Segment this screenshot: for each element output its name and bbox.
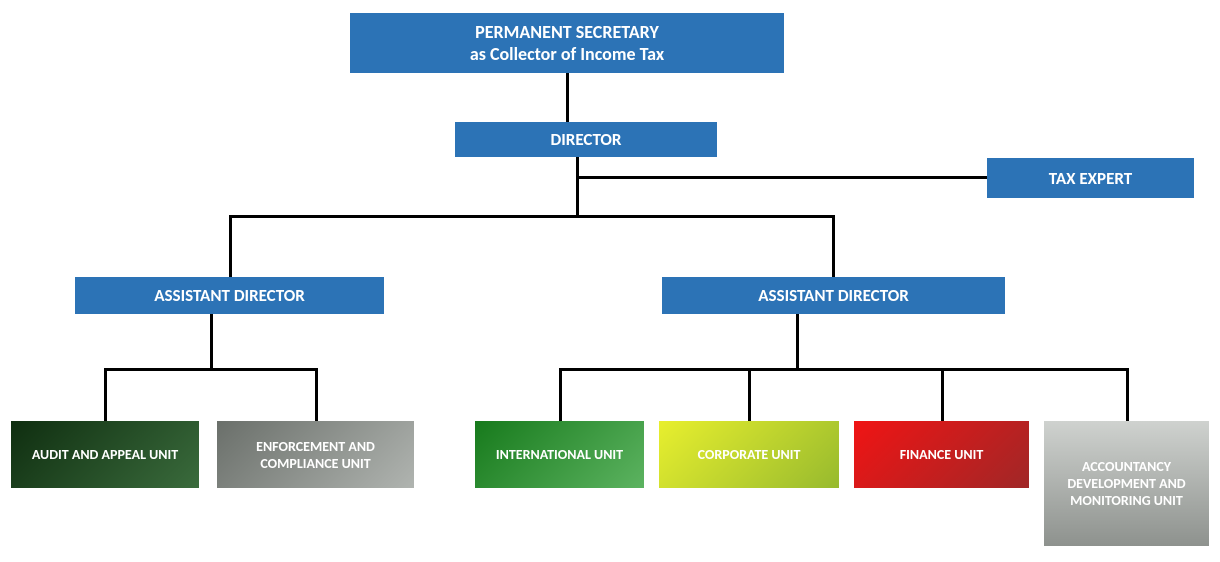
node-international-unit: INTERNATIONAL UNIT bbox=[475, 421, 644, 488]
node-assistant-director-left: ASSISTANT DIRECTOR bbox=[75, 277, 384, 314]
edge-adleft-hbar bbox=[104, 368, 318, 371]
node-accountancy-unit: ACCOUNTANCY DEVELOPMENT AND MONITORING U… bbox=[1044, 421, 1209, 546]
edge-director-taxexpert-h bbox=[576, 176, 987, 179]
perm-sec-line1: PERMANENT SECRETARY bbox=[470, 21, 664, 43]
edge-adright-v bbox=[832, 215, 835, 277]
edge-enforcement-v bbox=[315, 368, 318, 421]
edge-audit-v bbox=[104, 368, 107, 421]
node-audit-appeal-unit: AUDIT AND APPEAL UNIT bbox=[11, 421, 199, 488]
edge-ad-hbar bbox=[229, 215, 834, 218]
node-assistant-director-right: ASSISTANT DIRECTOR bbox=[662, 277, 1005, 314]
node-finance-unit: FINANCE UNIT bbox=[854, 421, 1029, 488]
perm-sec-line2: as Collector of Income Tax bbox=[470, 43, 664, 65]
node-corporate-unit: CORPORATE UNIT bbox=[659, 421, 839, 488]
edge-acct-v bbox=[1126, 368, 1129, 421]
edge-director-down bbox=[576, 157, 579, 217]
node-permanent-secretary: PERMANENT SECRETARY as Collector of Inco… bbox=[350, 13, 784, 73]
edge-adleft-v bbox=[229, 215, 232, 277]
edge-adleft-stub bbox=[210, 314, 213, 370]
edge-permsec-director bbox=[566, 73, 569, 122]
edge-intl-v bbox=[559, 368, 562, 421]
edge-finance-v bbox=[941, 368, 944, 421]
edge-adright-hbar bbox=[559, 368, 1129, 371]
node-enforcement-compliance-unit: ENFORCEMENT AND COMPLIANCE UNIT bbox=[217, 421, 414, 488]
edge-corp-v bbox=[748, 368, 751, 421]
node-director: DIRECTOR bbox=[455, 122, 717, 157]
edge-adright-stub bbox=[796, 314, 799, 370]
node-tax-expert: TAX EXPERT bbox=[987, 158, 1194, 198]
